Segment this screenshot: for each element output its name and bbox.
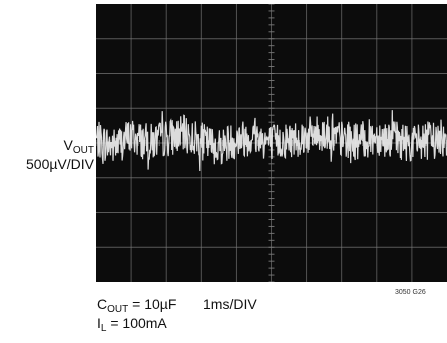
- figure-id: 3050 G26: [395, 289, 426, 296]
- y-label-scale: 500µV/DIV: [26, 156, 94, 172]
- condition-il: IL = 100mA: [97, 315, 167, 334]
- y-label-subscript: OUT: [72, 145, 94, 156]
- x-axis-label: 1ms/DIV: [203, 296, 257, 312]
- noise-trace: [96, 110, 447, 172]
- test-conditions: COUT = 10µF IL = 100mA: [97, 296, 176, 334]
- y-label-symbol: V: [63, 137, 73, 153]
- oscilloscope-screen: [96, 4, 447, 282]
- y-axis-label: VOUT 500µV/DIV: [0, 137, 94, 172]
- condition-cout: COUT = 10µF: [97, 296, 177, 315]
- scope-plot: [96, 4, 447, 282]
